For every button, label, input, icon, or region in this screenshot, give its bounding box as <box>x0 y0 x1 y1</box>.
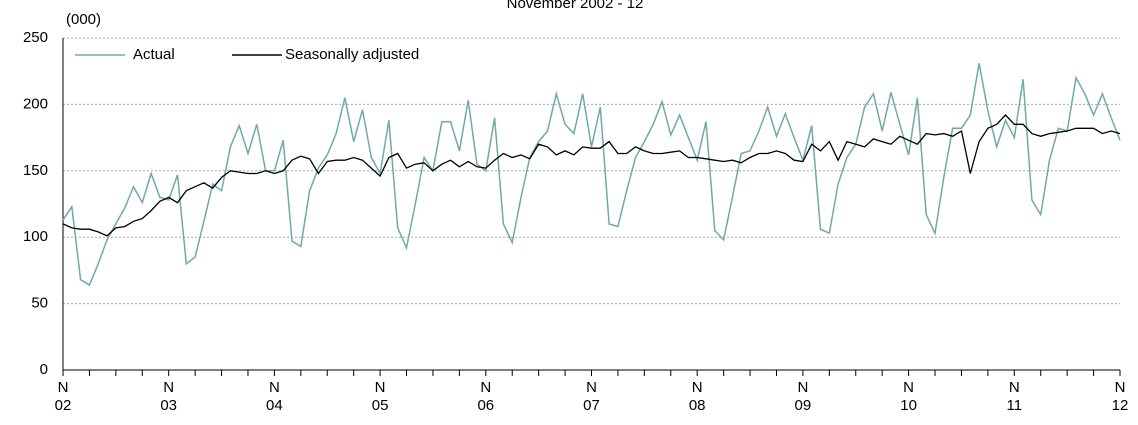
y-tick-label: 50 <box>31 295 48 312</box>
chart-title: November 2002 - 12 <box>507 0 644 12</box>
legend-label: Seasonally adjusted <box>285 46 419 63</box>
x-tick-label: N 08 <box>688 379 706 414</box>
legend-label: Actual <box>133 46 175 63</box>
x-tick-label: N 12 <box>1111 379 1129 414</box>
y-tick-label: 0 <box>40 361 48 378</box>
x-tick-label: N 11 <box>1006 379 1023 414</box>
y-tick-label: 200 <box>23 95 48 112</box>
x-tick-label: N 03 <box>160 379 178 414</box>
x-tick-label: N 07 <box>583 379 600 414</box>
x-tick-label: N 10 <box>900 379 917 414</box>
y-tick-label: 250 <box>23 29 48 46</box>
x-tick-label: N 06 <box>477 379 495 414</box>
x-tick-label: N 09 <box>794 379 812 414</box>
x-tick-label: N 02 <box>54 379 72 414</box>
x-tick-label: N 05 <box>371 379 389 414</box>
series-line <box>62 114 1121 237</box>
y-unit: (000) <box>66 11 101 28</box>
series-line <box>62 63 1121 287</box>
y-tick-label: 100 <box>23 228 48 245</box>
x-tick-label: N 04 <box>266 379 283 414</box>
y-tick-label: 150 <box>23 162 48 179</box>
